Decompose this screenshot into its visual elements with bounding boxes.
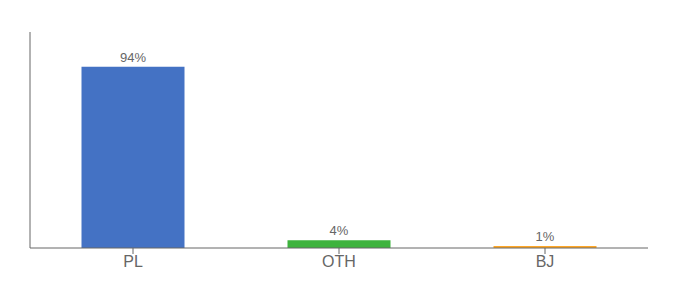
svg-text:OTH: OTH [322, 253, 356, 270]
svg-text:1%: 1% [536, 229, 555, 244]
svg-text:94%: 94% [120, 50, 146, 65]
svg-text:BJ: BJ [536, 253, 555, 270]
svg-text:4%: 4% [330, 223, 349, 238]
svg-text:PL: PL [123, 253, 143, 270]
